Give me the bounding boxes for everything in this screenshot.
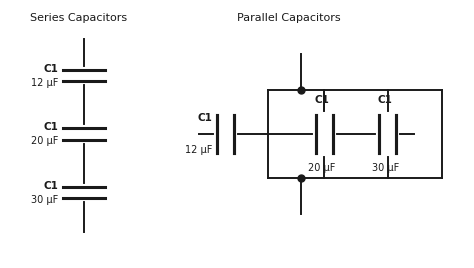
Text: 12 μF: 12 μF bbox=[30, 78, 58, 88]
Text: C1: C1 bbox=[43, 64, 58, 74]
Text: 20 μF: 20 μF bbox=[308, 163, 336, 173]
Text: 30 μF: 30 μF bbox=[31, 195, 58, 205]
Text: C1: C1 bbox=[43, 181, 58, 191]
Text: 30 μF: 30 μF bbox=[372, 163, 399, 173]
Text: 12 μF: 12 μF bbox=[185, 145, 212, 155]
Text: C1: C1 bbox=[43, 122, 58, 132]
Text: C1: C1 bbox=[314, 95, 329, 105]
Text: C1: C1 bbox=[378, 95, 393, 105]
Text: Series Capacitors: Series Capacitors bbox=[30, 13, 127, 23]
Text: 20 μF: 20 μF bbox=[30, 136, 58, 146]
Text: Parallel Capacitors: Parallel Capacitors bbox=[237, 13, 341, 23]
Text: C1: C1 bbox=[197, 113, 212, 123]
